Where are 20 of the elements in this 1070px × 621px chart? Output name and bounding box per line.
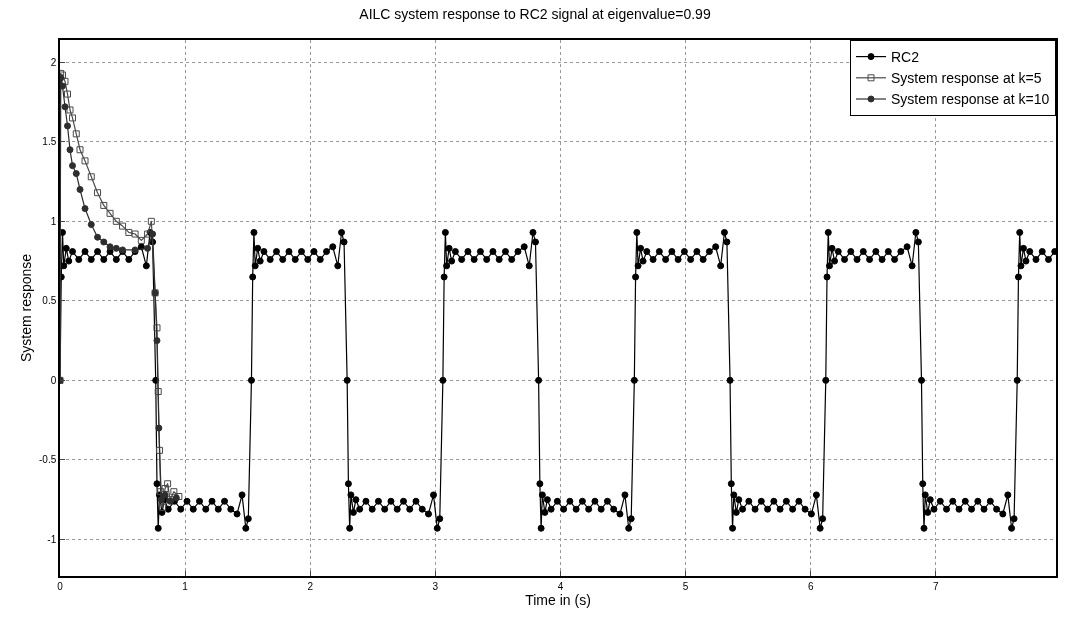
y-tick-label: 0.5 — [42, 295, 57, 307]
y-tick-label: 0 — [50, 374, 57, 386]
x-tick-label: 2 — [307, 580, 314, 592]
x-tick-label: 1 — [182, 580, 189, 592]
x-tick-label: 5 — [682, 580, 689, 592]
legend-label: System response at k=5 — [891, 70, 1042, 87]
x-tick-label: 4 — [557, 580, 564, 592]
legend-label: RC2 — [891, 49, 920, 66]
y-tick-label: -0.5 — [39, 454, 57, 466]
chart-title: AILC system response to RC2 signal at eigenvalue=0.99 — [359, 6, 711, 23]
x-tick-label: 7 — [933, 580, 940, 592]
x-tick-label: 3 — [432, 580, 439, 592]
y-tick-label: 1 — [50, 215, 57, 227]
y-tick-label: 1.5 — [42, 136, 57, 148]
x-axis-title: Time in (s) — [525, 591, 591, 608]
x-tick-label: 6 — [807, 580, 814, 592]
y-tick-label: 2 — [50, 56, 57, 68]
y-tick-label: -1 — [47, 533, 57, 545]
y-axis-title: System response — [18, 253, 35, 363]
legend-label: System response at k=10 — [891, 91, 1050, 108]
